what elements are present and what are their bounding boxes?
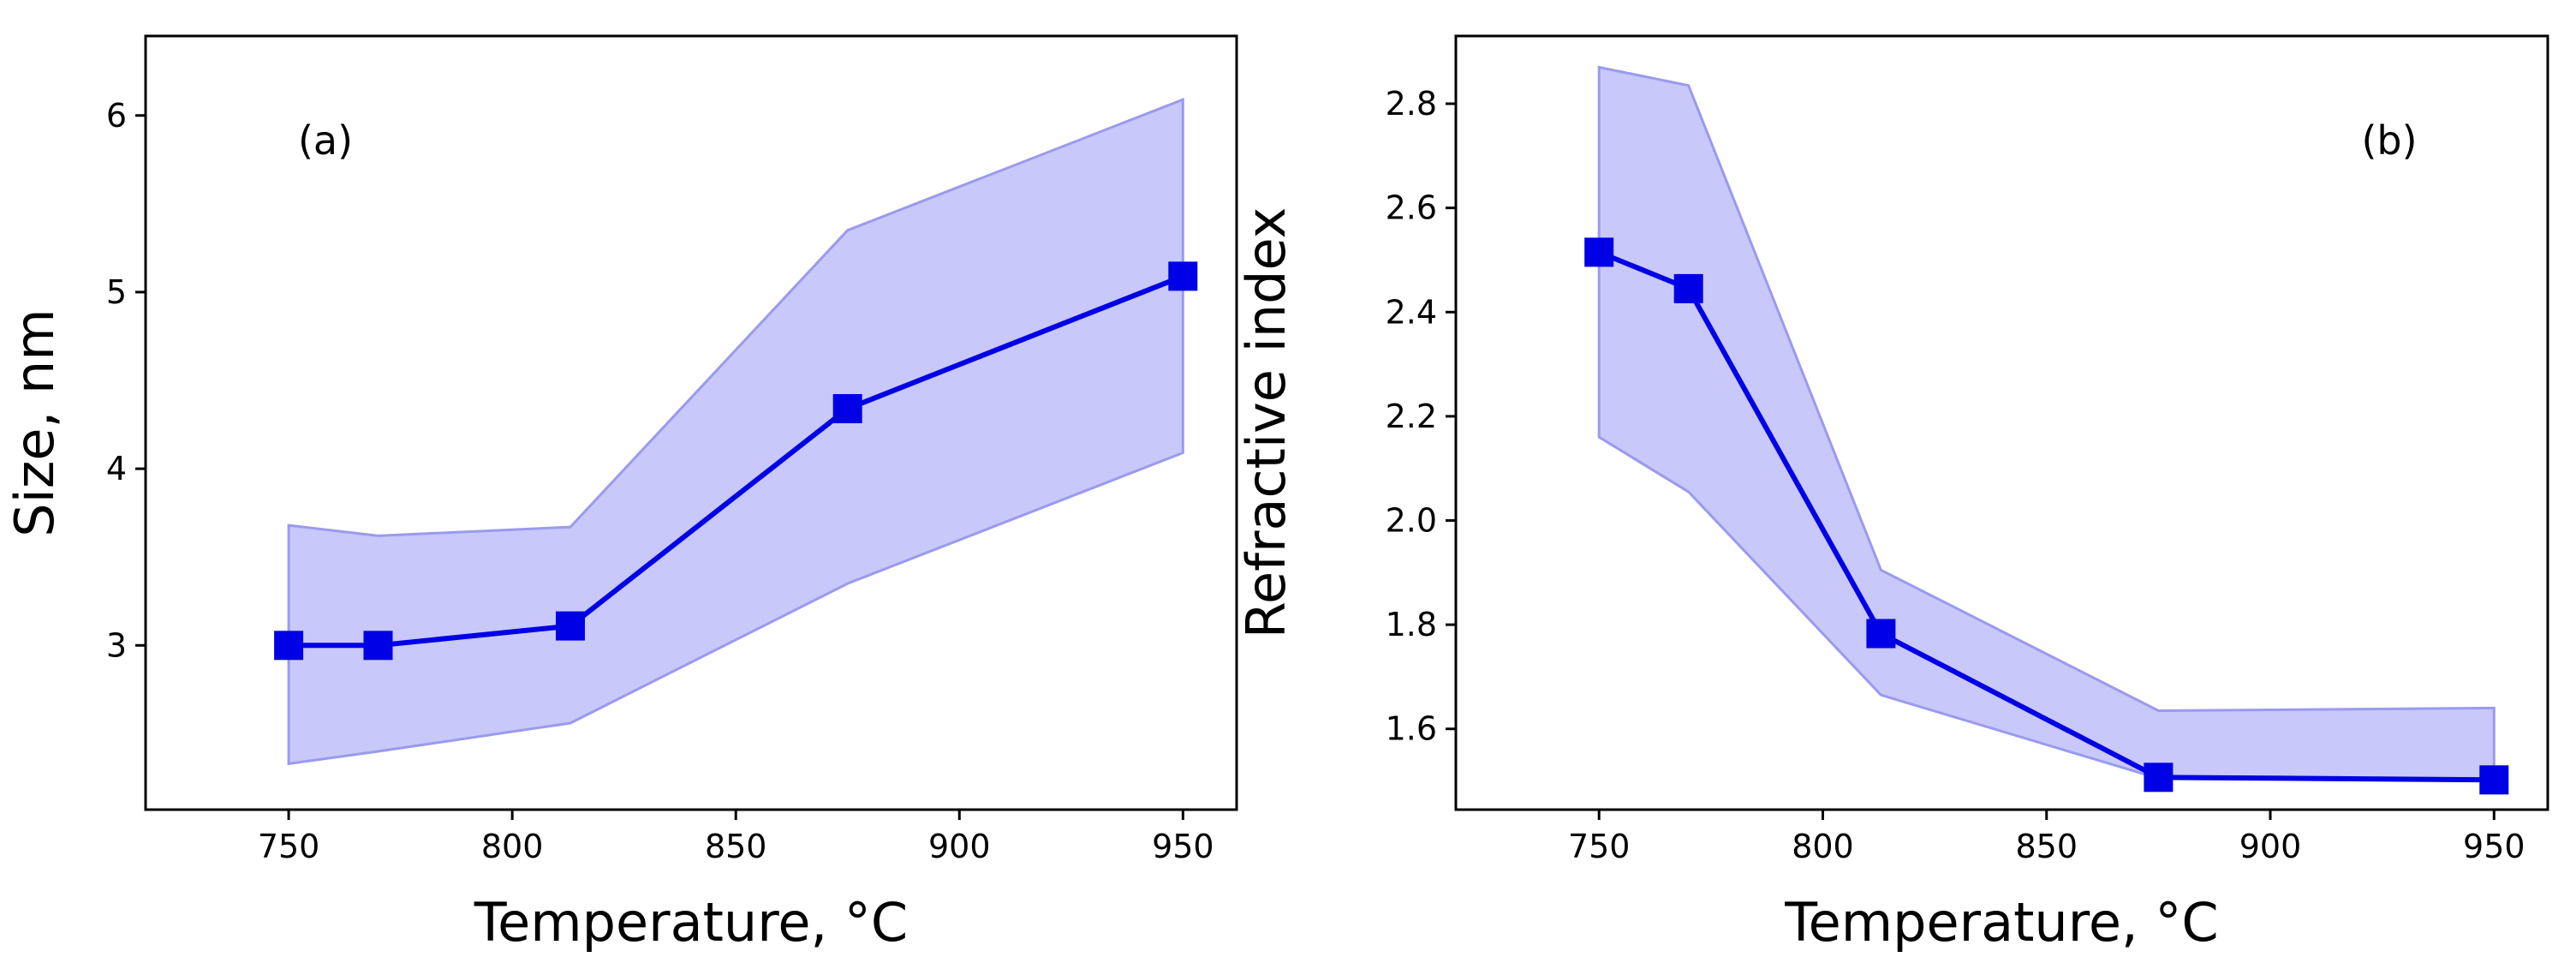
y-tick-label: 3 bbox=[106, 626, 127, 664]
x-tick-label: 850 bbox=[2015, 828, 2078, 865]
data-point-marker bbox=[1866, 619, 1896, 649]
y-tick-label: 6 bbox=[106, 97, 127, 135]
x-tick-label: 750 bbox=[258, 828, 320, 865]
data-point-marker bbox=[1673, 273, 1703, 303]
y-axis-label: Refractive index bbox=[1235, 207, 1297, 639]
data-point-marker bbox=[832, 394, 862, 423]
panel-b: 750 800 850 900 950 1.6 1.8 2.0 2.2 2.4 2.6 2.8 Temp… bbox=[1235, 34, 2549, 954]
axes-frame bbox=[144, 34, 1238, 811]
y-tick-label: 1.8 bbox=[1386, 606, 1437, 643]
data-point-marker bbox=[556, 611, 585, 641]
y-tick-label: 1.6 bbox=[1386, 710, 1437, 748]
x-tick-label: 850 bbox=[705, 828, 767, 865]
panel-a: 750 800 850 900 950 3 4 5 6 Temperature, °C Size, … bbox=[3, 34, 1238, 954]
panel-label: (a) bbox=[298, 117, 353, 164]
data-point-marker bbox=[1168, 261, 1198, 291]
y-tick-label: 2.2 bbox=[1386, 398, 1437, 435]
y-tick-label: 2.0 bbox=[1386, 502, 1437, 540]
y-tick-label: 2.6 bbox=[1386, 189, 1437, 227]
uncertainty-band bbox=[287, 98, 1184, 766]
y-axis-label: Size, nm bbox=[3, 308, 66, 536]
x-tick-label: 950 bbox=[1152, 828, 1214, 865]
data-point-marker bbox=[274, 631, 304, 661]
y-tick-label: 2.4 bbox=[1386, 293, 1437, 331]
y-tick-label: 4 bbox=[106, 450, 127, 487]
x-tick-label: 800 bbox=[1792, 828, 1854, 865]
x-tick-label: 750 bbox=[1568, 828, 1631, 865]
x-tick-label: 950 bbox=[2463, 828, 2525, 865]
x-tick-label: 900 bbox=[2239, 828, 2302, 865]
x-axis-label: Temperature, °C bbox=[474, 891, 908, 954]
y-tick-label: 2.8 bbox=[1386, 85, 1437, 123]
x-tick-label: 900 bbox=[928, 828, 991, 865]
data-point-marker bbox=[2479, 765, 2509, 795]
y-tick-label: 5 bbox=[106, 273, 127, 311]
x-tick-label: 800 bbox=[481, 828, 544, 865]
axes-frame bbox=[1454, 34, 2549, 811]
x-axis-label: Temperature, °C bbox=[1784, 891, 2218, 954]
panel-label: (b) bbox=[2361, 117, 2417, 164]
data-point-marker bbox=[2144, 763, 2174, 793]
data-point-marker bbox=[363, 631, 393, 661]
data-point-marker bbox=[1584, 237, 1614, 267]
